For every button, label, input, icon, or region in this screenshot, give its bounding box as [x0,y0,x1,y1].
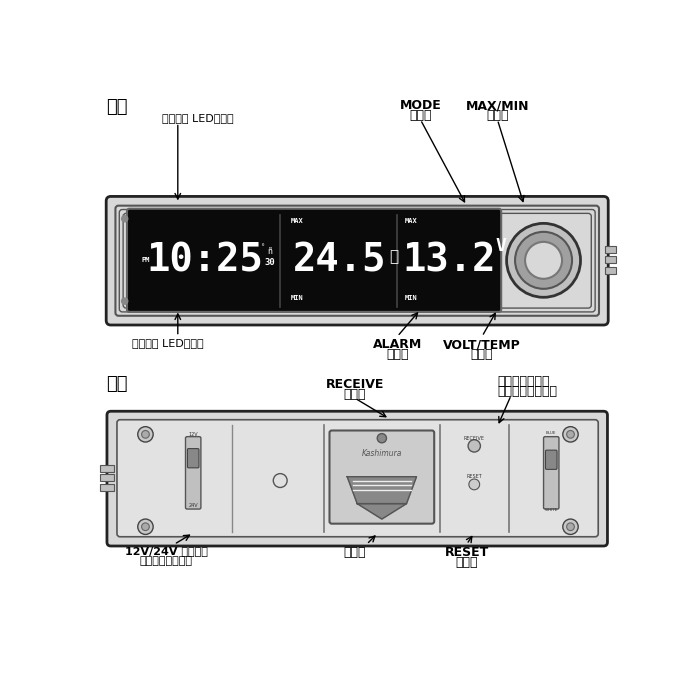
Circle shape [273,474,287,487]
Text: ボタン: ボタン [386,348,409,361]
Text: ボタン: ボタン [455,556,478,569]
Text: 電池蓋: 電池蓋 [344,546,366,559]
Bar [605,267,616,274]
FancyBboxPatch shape [117,420,598,537]
Bar [605,246,616,253]
Text: 12V: 12V [188,432,198,437]
Bar [100,466,114,472]
Text: PM: PM [141,258,150,263]
Text: 切り替えスイッチ: 切り替えスイッチ [140,556,192,566]
Circle shape [469,479,480,490]
Text: Kashimura: Kashimura [362,449,402,458]
Text: RESET: RESET [444,546,489,559]
Text: 電圧警報 LED（緑）: 電圧警報 LED（緑） [162,113,234,123]
FancyBboxPatch shape [106,197,608,325]
Text: RECEIVE: RECEIVE [463,435,484,441]
Text: バックライト色: バックライト色 [497,375,550,388]
Text: 24.5: 24.5 [293,241,386,279]
Polygon shape [357,504,407,519]
Circle shape [377,433,386,443]
Circle shape [567,523,574,531]
Circle shape [507,223,580,298]
Bar [605,256,616,263]
Circle shape [141,430,149,438]
Text: °: ° [261,244,265,250]
FancyBboxPatch shape [188,449,199,468]
Text: MAX: MAX [291,218,304,224]
Text: MAX: MAX [405,218,418,224]
FancyBboxPatch shape [127,209,501,312]
Text: 13.2: 13.2 [402,241,496,279]
Text: MIN: MIN [405,295,418,301]
FancyBboxPatch shape [107,412,608,546]
Circle shape [122,298,127,304]
Circle shape [567,430,574,438]
Circle shape [563,519,578,535]
Circle shape [141,523,149,531]
Text: 正面: 正面 [106,98,127,116]
Text: RECEIVE: RECEIVE [326,378,384,391]
Text: WHITE: WHITE [545,508,558,512]
FancyBboxPatch shape [543,437,559,509]
Text: RESET: RESET [466,474,482,480]
FancyBboxPatch shape [545,450,557,470]
Text: V: V [496,237,507,255]
Text: 背面: 背面 [106,375,127,393]
FancyBboxPatch shape [186,437,201,509]
Text: ボタン: ボタン [409,109,432,122]
Text: MODE: MODE [400,99,441,113]
Text: ボタン: ボタン [344,388,366,401]
Text: 10:25: 10:25 [146,241,263,279]
Circle shape [515,232,572,289]
Text: BLUE: BLUE [546,430,556,435]
Circle shape [525,242,562,279]
Text: 24V: 24V [188,503,198,507]
Text: ボタン: ボタン [470,348,494,361]
Polygon shape [347,477,416,504]
Circle shape [138,519,153,535]
Circle shape [122,216,127,222]
Circle shape [468,440,480,452]
Text: MIN: MIN [291,295,304,301]
Text: 切り替えスイッチ: 切り替えスイッチ [497,385,557,398]
Text: ALARM: ALARM [372,338,422,351]
Bar [100,484,114,491]
Text: VOLT/TEMP: VOLT/TEMP [443,338,521,351]
Text: ボタン: ボタン [486,109,509,122]
Text: MAX/MIN: MAX/MIN [466,99,529,113]
Text: ℃: ℃ [389,249,399,264]
Text: 12V/24V 電圧設定: 12V/24V 電圧設定 [125,546,208,556]
Text: 30: 30 [264,258,275,267]
Circle shape [563,427,578,442]
FancyBboxPatch shape [330,430,434,524]
Circle shape [138,427,153,442]
Text: ñ: ñ [267,247,272,256]
Bar [100,475,114,482]
Text: 凍結警報 LED（赤）: 凍結警報 LED（赤） [132,338,203,348]
